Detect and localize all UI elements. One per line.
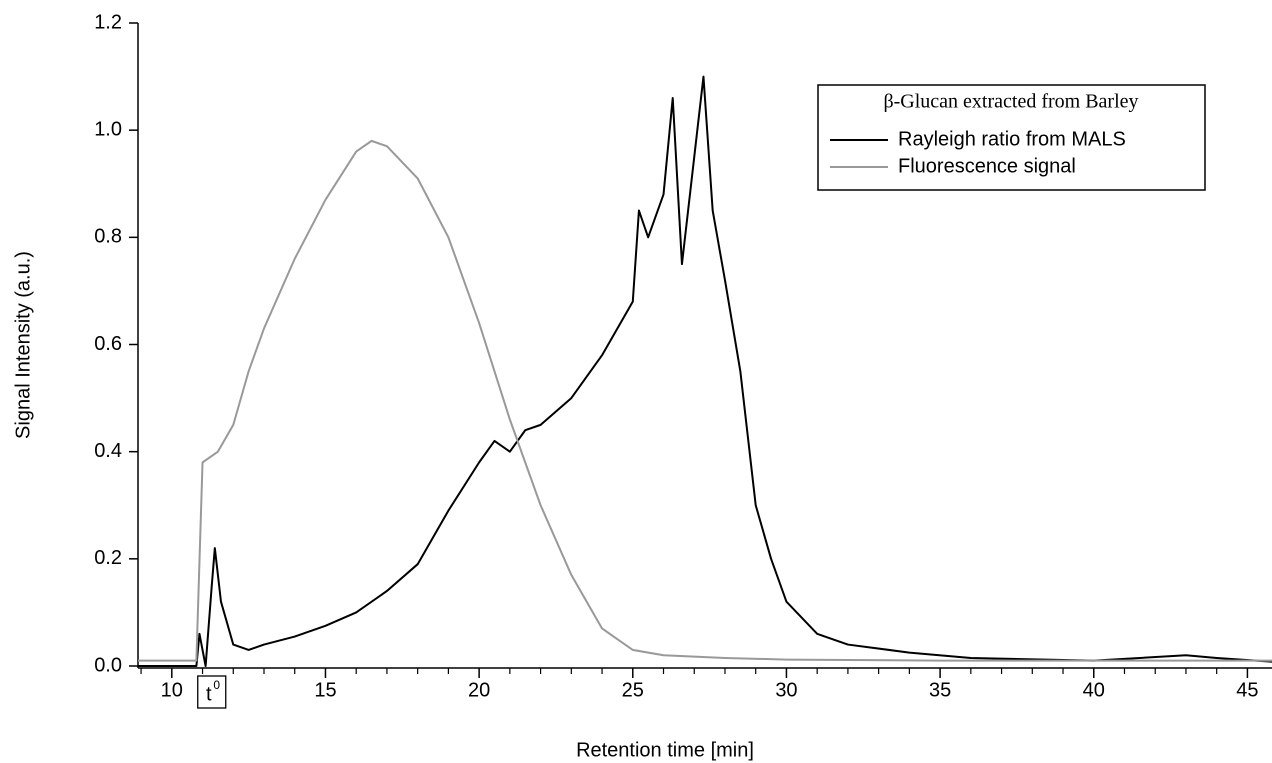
y-tick-label: 0.4 <box>94 440 122 462</box>
y-tick-label: 1.2 <box>94 11 122 33</box>
x-tick-label: 10 <box>161 679 183 701</box>
annotation-text: t <box>206 683 212 705</box>
x-tick-label: 45 <box>1236 679 1258 701</box>
y-tick-label: 0.8 <box>94 226 122 248</box>
y-tick-label: 0.6 <box>94 333 122 355</box>
legend-title: β-Glucan extracted from Barley <box>883 91 1138 113</box>
legend-label: Rayleigh ratio from MALS <box>898 128 1126 150</box>
x-tick-label: 20 <box>468 679 490 701</box>
x-tick-label: 40 <box>1083 679 1105 701</box>
x-tick-label: 30 <box>775 679 797 701</box>
x-axis-label: Retention time [min] <box>576 739 754 761</box>
y-tick-label: 0.2 <box>94 547 122 569</box>
annotation-superscript: 0 <box>213 678 220 692</box>
y-tick-label: 0.0 <box>94 654 122 676</box>
x-tick-label: 25 <box>622 679 644 701</box>
series-line <box>138 75 1272 667</box>
y-tick-label: 1.0 <box>94 118 122 140</box>
y-axis-label: Signal Intensity (a.u.) <box>12 251 34 439</box>
x-tick-label: 15 <box>314 679 336 701</box>
legend-label: Fluorescence signal <box>898 155 1076 177</box>
x-tick-label: 35 <box>929 679 951 701</box>
series-line <box>138 139 1272 662</box>
legend-box <box>817 84 1206 191</box>
annotation-box <box>197 675 227 709</box>
